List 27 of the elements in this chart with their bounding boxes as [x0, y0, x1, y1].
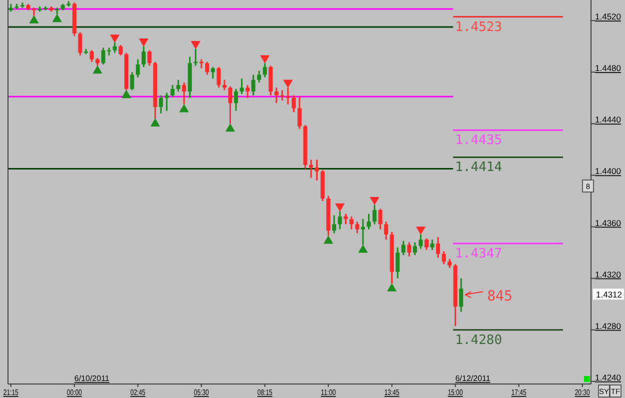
- x-tick-label: 13:45: [384, 388, 404, 397]
- x-tick-label: 15:00: [448, 388, 468, 397]
- text: 1.4312: [596, 290, 622, 300]
- y-tick-label: 1.4440: [595, 114, 622, 125]
- y-tick-label: 1.4320: [595, 269, 622, 280]
- x-tick-label: 05:30: [194, 388, 214, 397]
- x-tick-label: 00:00: [66, 388, 87, 397]
- x-tick-label: 17:45: [511, 388, 532, 397]
- y-tick-label: 1.4520: [595, 12, 622, 22]
- x-tick-label: 11:00: [320, 388, 340, 397]
- y-tick-label: 1.4400: [595, 166, 622, 176]
- ref-line-label: 1.4280: [455, 332, 502, 348]
- x-tick-label: 20:30: [574, 388, 595, 397]
- annotation: 6/10/2011: [74, 374, 110, 383]
- y-tick-label: 1.4360: [595, 218, 622, 228]
- y-tick-label: 1.4480: [595, 63, 622, 74]
- ref-line-label: 1.4435: [455, 133, 502, 148]
- y-tick-label: 1.4240: [595, 372, 622, 382]
- y-tick-label: 1.4280: [595, 320, 622, 331]
- ref-line-label: 1.4347: [455, 246, 502, 262]
- x-tick-label: 08:15: [257, 388, 278, 397]
- x-tick-label: 21:15: [3, 388, 24, 397]
- annotation: 6/12/2011: [455, 374, 491, 383]
- ref-line-label: 1.4523: [455, 20, 502, 35]
- annotation: 845: [487, 288, 512, 305]
- ref-line-label: 1.4414: [455, 160, 502, 176]
- x-tick-label: 02:45: [130, 388, 150, 397]
